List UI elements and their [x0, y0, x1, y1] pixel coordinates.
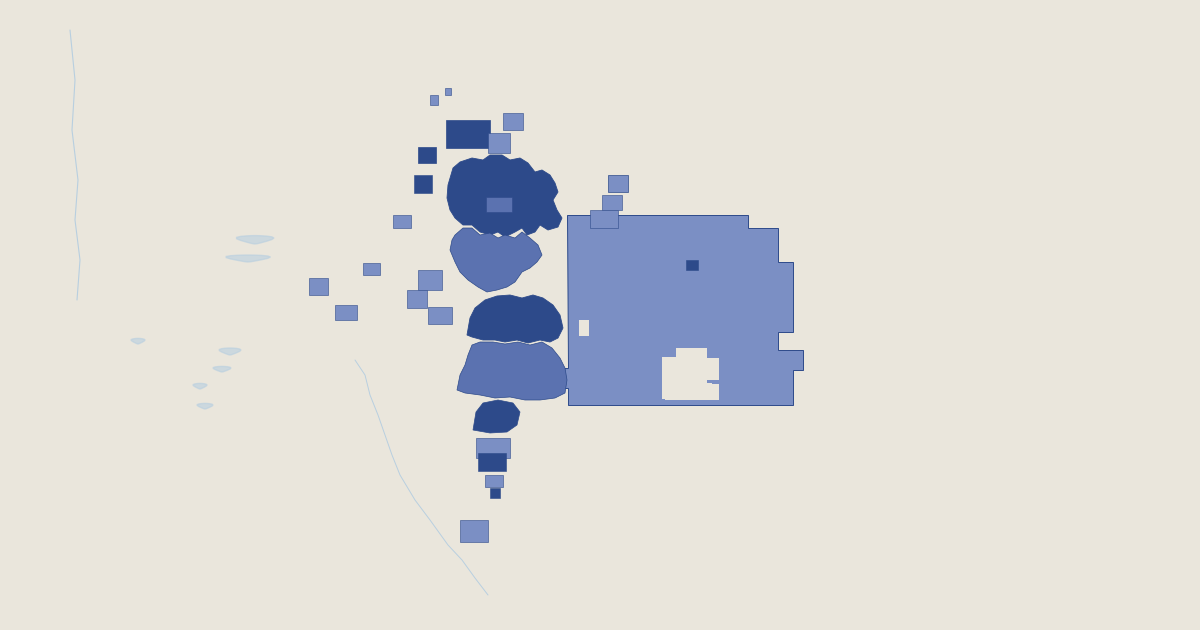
Bar — [590, 210, 618, 228]
Bar — [503, 113, 523, 130]
Bar — [446, 120, 490, 148]
Polygon shape — [467, 295, 563, 343]
Bar — [676, 348, 694, 396]
Bar — [418, 270, 442, 290]
Polygon shape — [193, 384, 208, 389]
Bar — [707, 358, 719, 380]
Bar — [682, 348, 707, 394]
Polygon shape — [214, 367, 230, 372]
Bar — [602, 195, 622, 210]
Bar — [428, 307, 452, 324]
Polygon shape — [542, 215, 803, 405]
Bar — [460, 520, 488, 542]
Bar — [364, 263, 380, 275]
Bar — [488, 133, 510, 153]
Bar — [665, 384, 719, 400]
Bar — [686, 260, 698, 270]
Polygon shape — [457, 342, 568, 400]
Polygon shape — [450, 228, 542, 292]
Polygon shape — [131, 338, 145, 344]
Bar — [394, 215, 410, 228]
Bar — [665, 358, 679, 384]
Bar — [430, 95, 438, 105]
Polygon shape — [226, 255, 270, 262]
Bar — [335, 305, 358, 320]
Bar — [662, 383, 712, 399]
Polygon shape — [220, 348, 241, 355]
Bar — [414, 175, 432, 193]
Bar — [694, 357, 707, 373]
Bar — [478, 453, 506, 471]
Bar — [580, 320, 589, 336]
Bar — [418, 147, 436, 163]
Bar — [485, 475, 503, 487]
Bar — [486, 197, 512, 212]
Bar — [407, 290, 427, 308]
Bar — [310, 278, 328, 295]
Bar — [445, 88, 451, 95]
Polygon shape — [236, 236, 274, 244]
Bar — [662, 357, 678, 385]
Bar — [490, 488, 500, 498]
Bar — [608, 175, 628, 192]
Polygon shape — [446, 155, 562, 237]
Bar — [476, 438, 510, 458]
Polygon shape — [197, 403, 214, 409]
Polygon shape — [473, 400, 520, 433]
